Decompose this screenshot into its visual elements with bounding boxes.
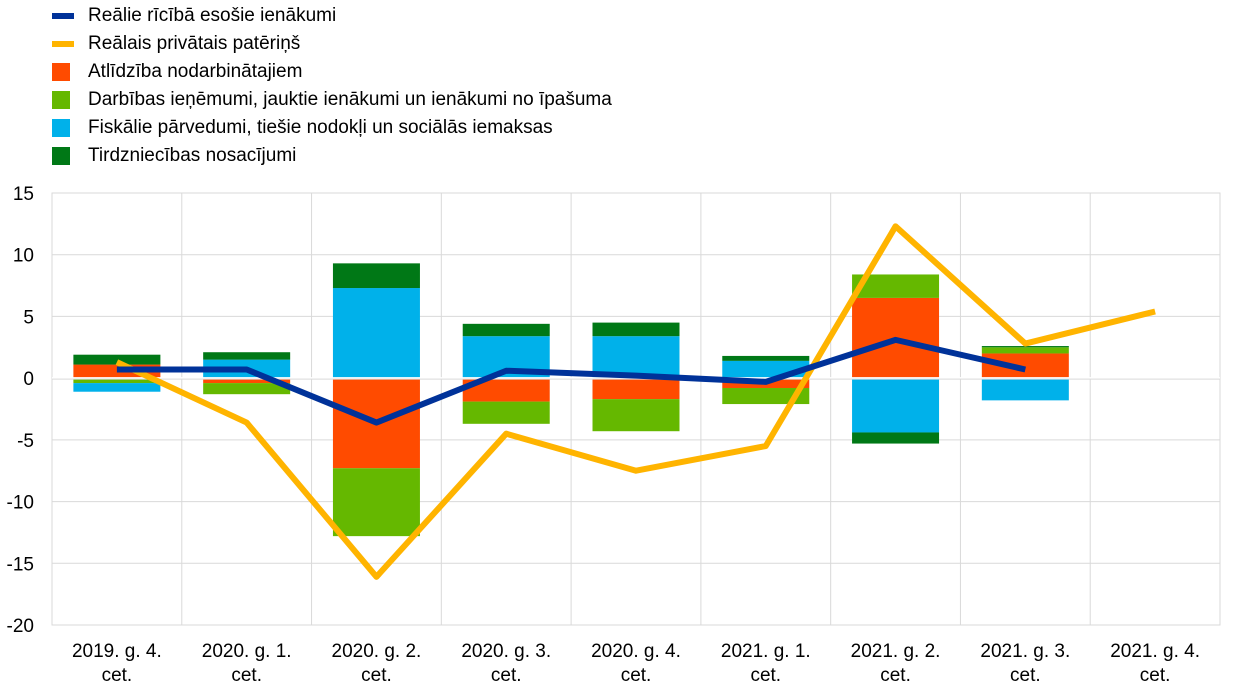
x-tick-label: 2021. g. 4. <box>1110 641 1200 662</box>
legend-swatch <box>52 13 74 19</box>
bar-segment <box>722 355 810 361</box>
bar-segment <box>73 378 161 384</box>
legend-label: Fiskālie pārvedumi, tiešie nodokļi un so… <box>88 117 553 138</box>
bar-segment <box>981 346 1069 348</box>
x-tick-label: 2020. g. 2. <box>332 641 422 662</box>
bar-segment <box>203 378 291 384</box>
bar-segment <box>981 353 1069 379</box>
bar-segment <box>722 388 810 405</box>
y-tick-label: -5 <box>17 431 34 452</box>
grid <box>51 192 1221 626</box>
legend-swatch <box>52 41 74 47</box>
plot-frame <box>51 192 1221 626</box>
x-axis: 2019. g. 4. cet. 2020. g. 1. cet. 2020. g. 2… <box>72 641 1200 686</box>
bar-segment <box>332 288 420 379</box>
x-tick-label: cet. <box>880 665 911 686</box>
bar-segment <box>852 378 940 433</box>
bar-segment <box>592 399 680 432</box>
bar-segment <box>203 352 291 360</box>
legend-label: Reālais privātais patēriņš <box>88 33 301 54</box>
bar-segment <box>592 322 680 337</box>
legend-swatch <box>52 147 70 165</box>
x-tick-label: 2020. g. 1. <box>202 641 292 662</box>
series-line <box>115 223 1156 580</box>
bar-segment <box>73 354 161 365</box>
x-tick-label: cet. <box>621 665 652 686</box>
x-tick-label: cet. <box>1140 665 1171 686</box>
bar-segment <box>592 336 680 379</box>
legend-swatch <box>52 119 70 137</box>
series-lines <box>115 223 1156 580</box>
bar-segment <box>332 263 420 289</box>
bar-segment <box>462 401 550 424</box>
y-tick-label: -20 <box>7 616 34 637</box>
bar-segment <box>73 383 161 392</box>
y-tick-label: -10 <box>7 493 34 514</box>
y-tick-label: -15 <box>7 554 34 575</box>
y-tick-label: 10 <box>13 246 34 267</box>
y-tick-label: 5 <box>23 307 34 328</box>
x-tick-label: 2020. g. 3. <box>461 641 551 662</box>
x-tick-label: 2019. g. 4. <box>72 641 162 662</box>
bar-segment <box>852 274 940 298</box>
y-tick-label: 15 <box>13 184 34 205</box>
bar-segment <box>592 378 680 400</box>
bar-segment <box>462 378 550 402</box>
y-tick-label: 0 <box>23 369 34 390</box>
x-tick-label: 2021. g. 2. <box>851 641 941 662</box>
legend-label: Atlīdzība nodarbinātajiem <box>88 61 303 82</box>
bar-segment <box>852 432 940 444</box>
bar-segment <box>203 383 291 395</box>
x-tick-label: 2020. g. 4. <box>591 641 681 662</box>
series-line <box>116 336 1027 426</box>
legend-swatch <box>52 63 70 81</box>
x-tick-label: 2021. g. 3. <box>980 641 1070 662</box>
x-tick-label: cet. <box>1010 665 1041 686</box>
bar-segment <box>462 323 550 337</box>
y-axis: 15 10 5 0 -5 -10 -15 -20 <box>7 184 34 637</box>
legend-label: Darbības ieņēmumi, jauktie ienākumi un i… <box>88 89 612 110</box>
bar-segment <box>332 468 420 537</box>
legend-label: Tirdzniecības nosacījumi <box>88 145 297 166</box>
bars <box>73 263 1069 537</box>
legend-swatch <box>52 91 70 109</box>
x-tick-label: cet. <box>491 665 522 686</box>
x-tick-label: 2021. g. 1. <box>721 641 811 662</box>
x-tick-label: cet. <box>750 665 781 686</box>
x-tick-label: cet. <box>361 665 392 686</box>
bar-segment <box>981 347 1069 354</box>
bar-segment <box>981 378 1069 401</box>
x-tick-label: cet. <box>231 665 262 686</box>
legend-label: Reālie rīcībā esošie ienākumi <box>88 5 337 26</box>
x-tick-label: cet. <box>102 665 133 686</box>
